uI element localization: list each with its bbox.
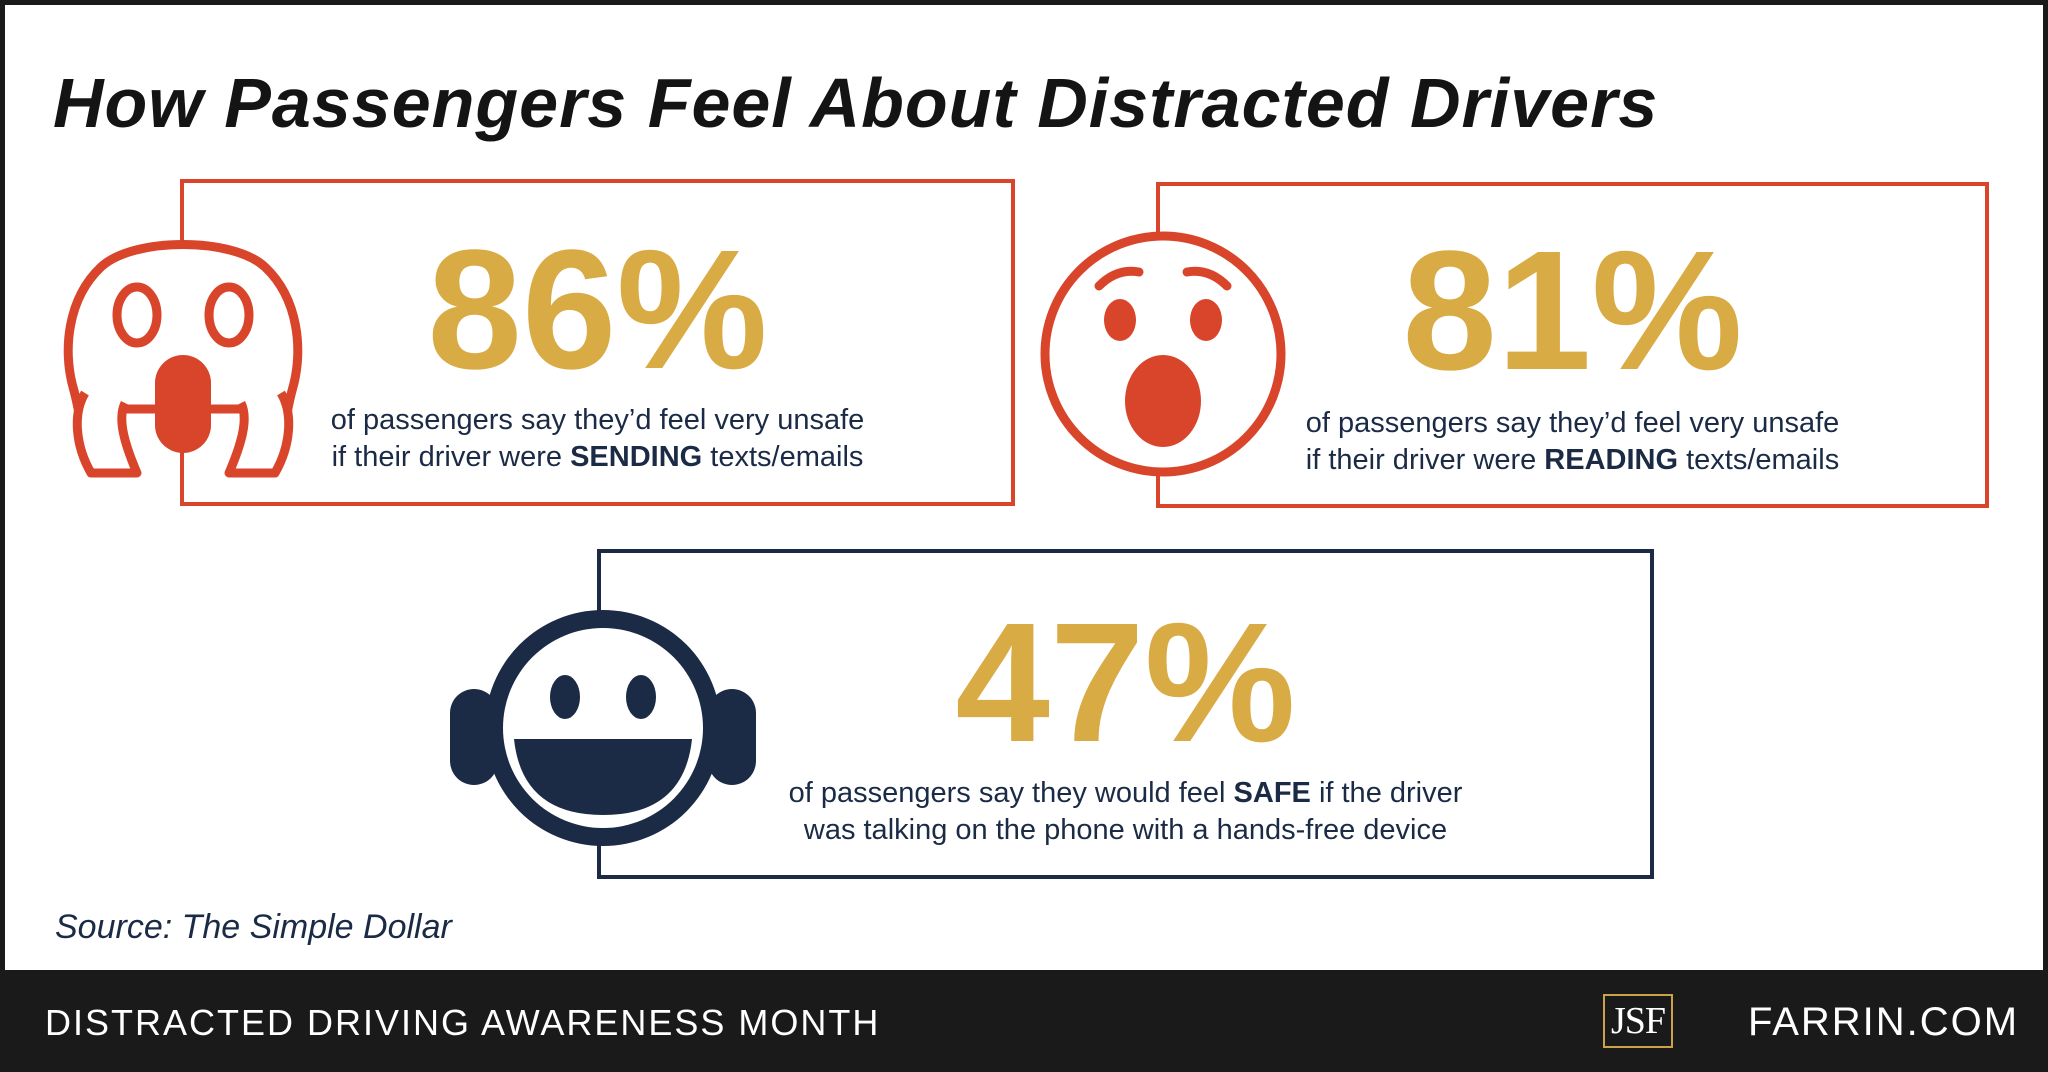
website-label: FARRIN.COM bbox=[1748, 1000, 2020, 1044]
infographic-canvas: How Passengers Feel About Distracted Dri… bbox=[5, 5, 2043, 970]
stat-value: 86% bbox=[427, 215, 768, 405]
stat-description: of passengers say they would feel SAFE i… bbox=[788, 777, 1463, 846]
source-citation: Source: The Simple Dollar bbox=[55, 908, 452, 946]
stat-description: of passengers say they’d feel very unsaf… bbox=[330, 404, 865, 473]
stat-value: 47% bbox=[955, 588, 1296, 778]
page-title: How Passengers Feel About Distracted Dri… bbox=[53, 64, 1659, 142]
campaign-label: DISTRACTED DRIVING AWARENESS MONTH bbox=[45, 1002, 881, 1043]
stat-card-hands-free: 47% of passengers say they would feel SA… bbox=[597, 549, 1654, 879]
footer-bar: DISTRACTED DRIVING AWARENESS MONTH JSF F… bbox=[0, 970, 2048, 1072]
stat-value: 81% bbox=[1402, 216, 1743, 406]
headphones-smiley-icon bbox=[450, 610, 756, 846]
astonished-face-icon bbox=[1040, 231, 1286, 477]
stat-card-sending: 86% of passengers say they’d feel very u… bbox=[180, 179, 1015, 506]
jsf-logo: JSF bbox=[1603, 994, 1673, 1048]
screaming-face-icon bbox=[63, 240, 303, 478]
stat-description: of passengers say they’d feel very unsaf… bbox=[1305, 407, 1840, 476]
stat-card-reading: 81% of passengers say they’d feel very u… bbox=[1156, 182, 1989, 508]
